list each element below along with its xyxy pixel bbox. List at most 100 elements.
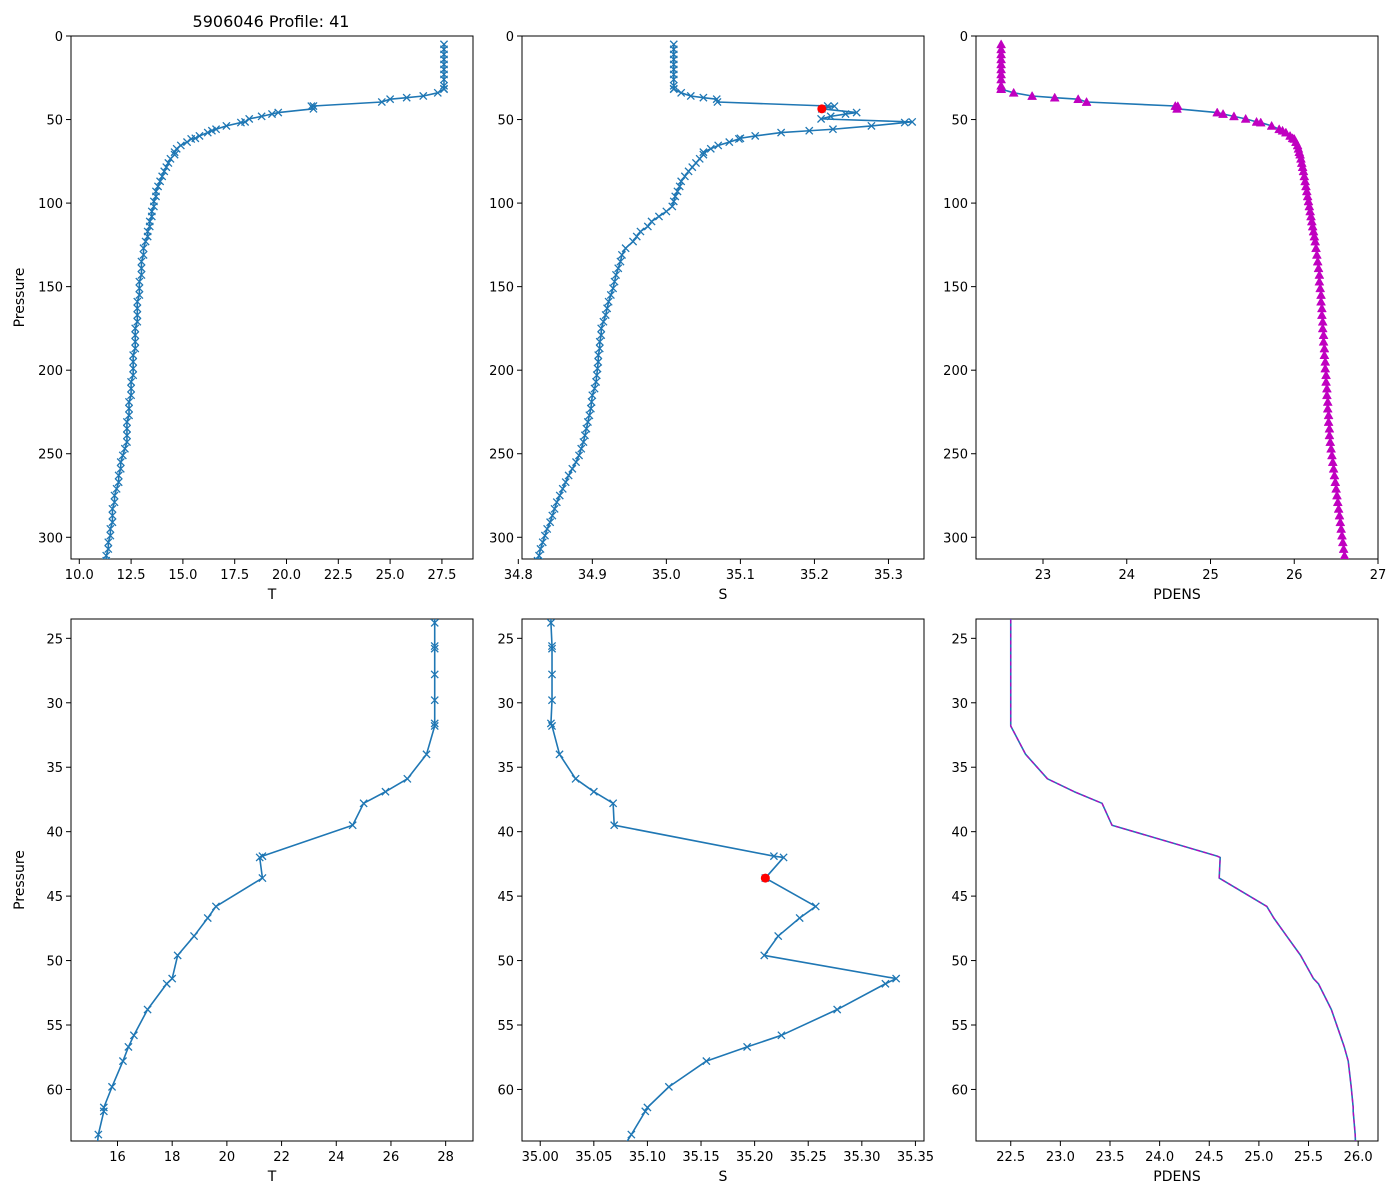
plot-area: [1009, 619, 1357, 1141]
data-point-marker: [106, 531, 115, 540]
data-point-marker: [779, 853, 788, 862]
x-tick-label: 27: [1370, 568, 1387, 583]
y-tick-label: 200: [943, 364, 968, 379]
data-point-marker: [439, 75, 449, 84]
data-point-marker: [309, 101, 318, 111]
data-point-marker: [881, 979, 890, 988]
data-point-marker: [555, 750, 564, 759]
x-tick-label: 35.0: [652, 568, 681, 583]
data-point-marker: [135, 290, 144, 300]
data-point-marker: [614, 264, 623, 273]
data-point-marker: [107, 1082, 117, 1091]
data-point-marker: [564, 471, 573, 480]
data-point-marker: [122, 424, 132, 433]
data-point-marker: [1008, 87, 1019, 97]
x-tick-label: 12.5: [117, 568, 146, 583]
data-point-marker: [124, 397, 134, 406]
data-point-marker: [359, 799, 368, 808]
x-tick-label: 18: [164, 1150, 181, 1165]
data-point-marker: [131, 344, 140, 353]
chart-panel-top-left: 10.0 12.5 15.0 17.5 20.0 22.5 25.0 27.5 0 50 100 15…: [12, 30, 474, 603]
data-point-marker: [583, 417, 592, 427]
data-point-marker: [900, 118, 909, 127]
data-point-marker: [673, 187, 682, 196]
data-point-marker: [1172, 103, 1182, 113]
plot-area: [94, 619, 439, 1141]
x-tick-label: 26: [1286, 568, 1303, 583]
data-point-marker: [591, 377, 601, 386]
data-point-marker: [643, 222, 652, 231]
figure-title: 5906046 Profile: 41: [193, 12, 350, 31]
data-point-marker: [137, 257, 146, 266]
data-point-marker: [774, 932, 783, 941]
chart-panel-top-middle: 34.8 34.9 35.0 35.1 35.2 35.3 0 50 100 150 200 250 3…: [489, 30, 925, 603]
data-point-marker: [574, 451, 584, 460]
data-point-marker: [439, 85, 449, 94]
data-point-marker: [137, 264, 146, 273]
data-point-marker: [580, 431, 589, 440]
x-tick-label: 35.30: [843, 1150, 880, 1165]
y-tick-label: 40: [951, 826, 968, 841]
data-point-marker: [124, 404, 134, 413]
data-point-marker: [309, 104, 318, 113]
data-point-marker: [137, 270, 146, 280]
y-tick-label: 0: [506, 30, 514, 45]
data-point-marker: [1339, 550, 1350, 559]
data-point-marker: [641, 1107, 650, 1116]
x-tick-label: 26: [383, 1150, 400, 1165]
x-tick-label: 35.3: [874, 568, 903, 583]
data-point-marker: [133, 310, 142, 320]
data-point-marker: [1280, 127, 1291, 137]
data-point-marker: [669, 85, 678, 94]
data-point-marker: [662, 207, 671, 216]
y-tick-label: 45: [46, 890, 63, 905]
data-point-marker: [203, 913, 212, 923]
chart-panel-bottom-right: 22.5 23.0 23.5 24.0 24.5 25.0 25.5 26.0 25 30 35 40…: [951, 618, 1379, 1185]
data-point-marker: [122, 437, 132, 447]
y-tick-label: 300: [38, 531, 63, 546]
data-point-marker: [546, 619, 556, 627]
x-tick-label: 24: [328, 1150, 345, 1165]
data-point-marker: [587, 397, 596, 406]
data-point-marker: [430, 721, 439, 731]
data-point-marker: [1229, 111, 1239, 121]
x-tick-label: 35.00: [522, 1150, 559, 1165]
data-point-marker: [222, 121, 231, 130]
data-point-marker: [143, 232, 152, 241]
data-point-marker: [430, 696, 439, 705]
data-point-marker: [348, 821, 357, 830]
data-point-marker: [534, 551, 544, 559]
data-point-marker: [725, 138, 734, 147]
data-point-marker: [1266, 120, 1277, 130]
y-tick-label: 25: [951, 632, 968, 647]
data-point-marker: [830, 102, 839, 111]
plot-area: [102, 40, 449, 559]
data-point-marker: [604, 297, 613, 306]
data-point-marker: [669, 81, 678, 90]
y-tick-label: 250: [943, 448, 968, 463]
y-tick-label: 150: [38, 281, 63, 296]
x-tick-label: 10.0: [65, 568, 94, 583]
x-tick-label: 17.5: [220, 568, 249, 583]
y-tick-label: 300: [489, 531, 514, 546]
data-point-marker: [108, 518, 117, 527]
data-point-marker: [543, 524, 552, 533]
x-axis-label: PDENS: [1153, 587, 1201, 603]
data-point-marker: [158, 172, 167, 181]
x-tick-label: 23.5: [1096, 1150, 1125, 1165]
x-tick-label: 24.0: [1145, 1150, 1174, 1165]
x-tick-label: 35.1: [726, 568, 755, 583]
data-point-marker: [597, 324, 606, 333]
data-point-marker: [377, 97, 386, 107]
data-point-marker: [555, 491, 564, 500]
data-point-marker: [713, 97, 722, 107]
x-tick-label: 25.0: [376, 568, 405, 583]
y-tick-label: 60: [46, 1083, 63, 1098]
data-point-marker: [207, 126, 216, 135]
data-point-marker: [127, 384, 136, 393]
data-point-marker: [769, 852, 778, 861]
data-point-marker: [908, 117, 917, 126]
data-point-marker: [841, 109, 850, 119]
data-point-marker: [160, 167, 169, 176]
data-point-marker: [795, 913, 804, 923]
